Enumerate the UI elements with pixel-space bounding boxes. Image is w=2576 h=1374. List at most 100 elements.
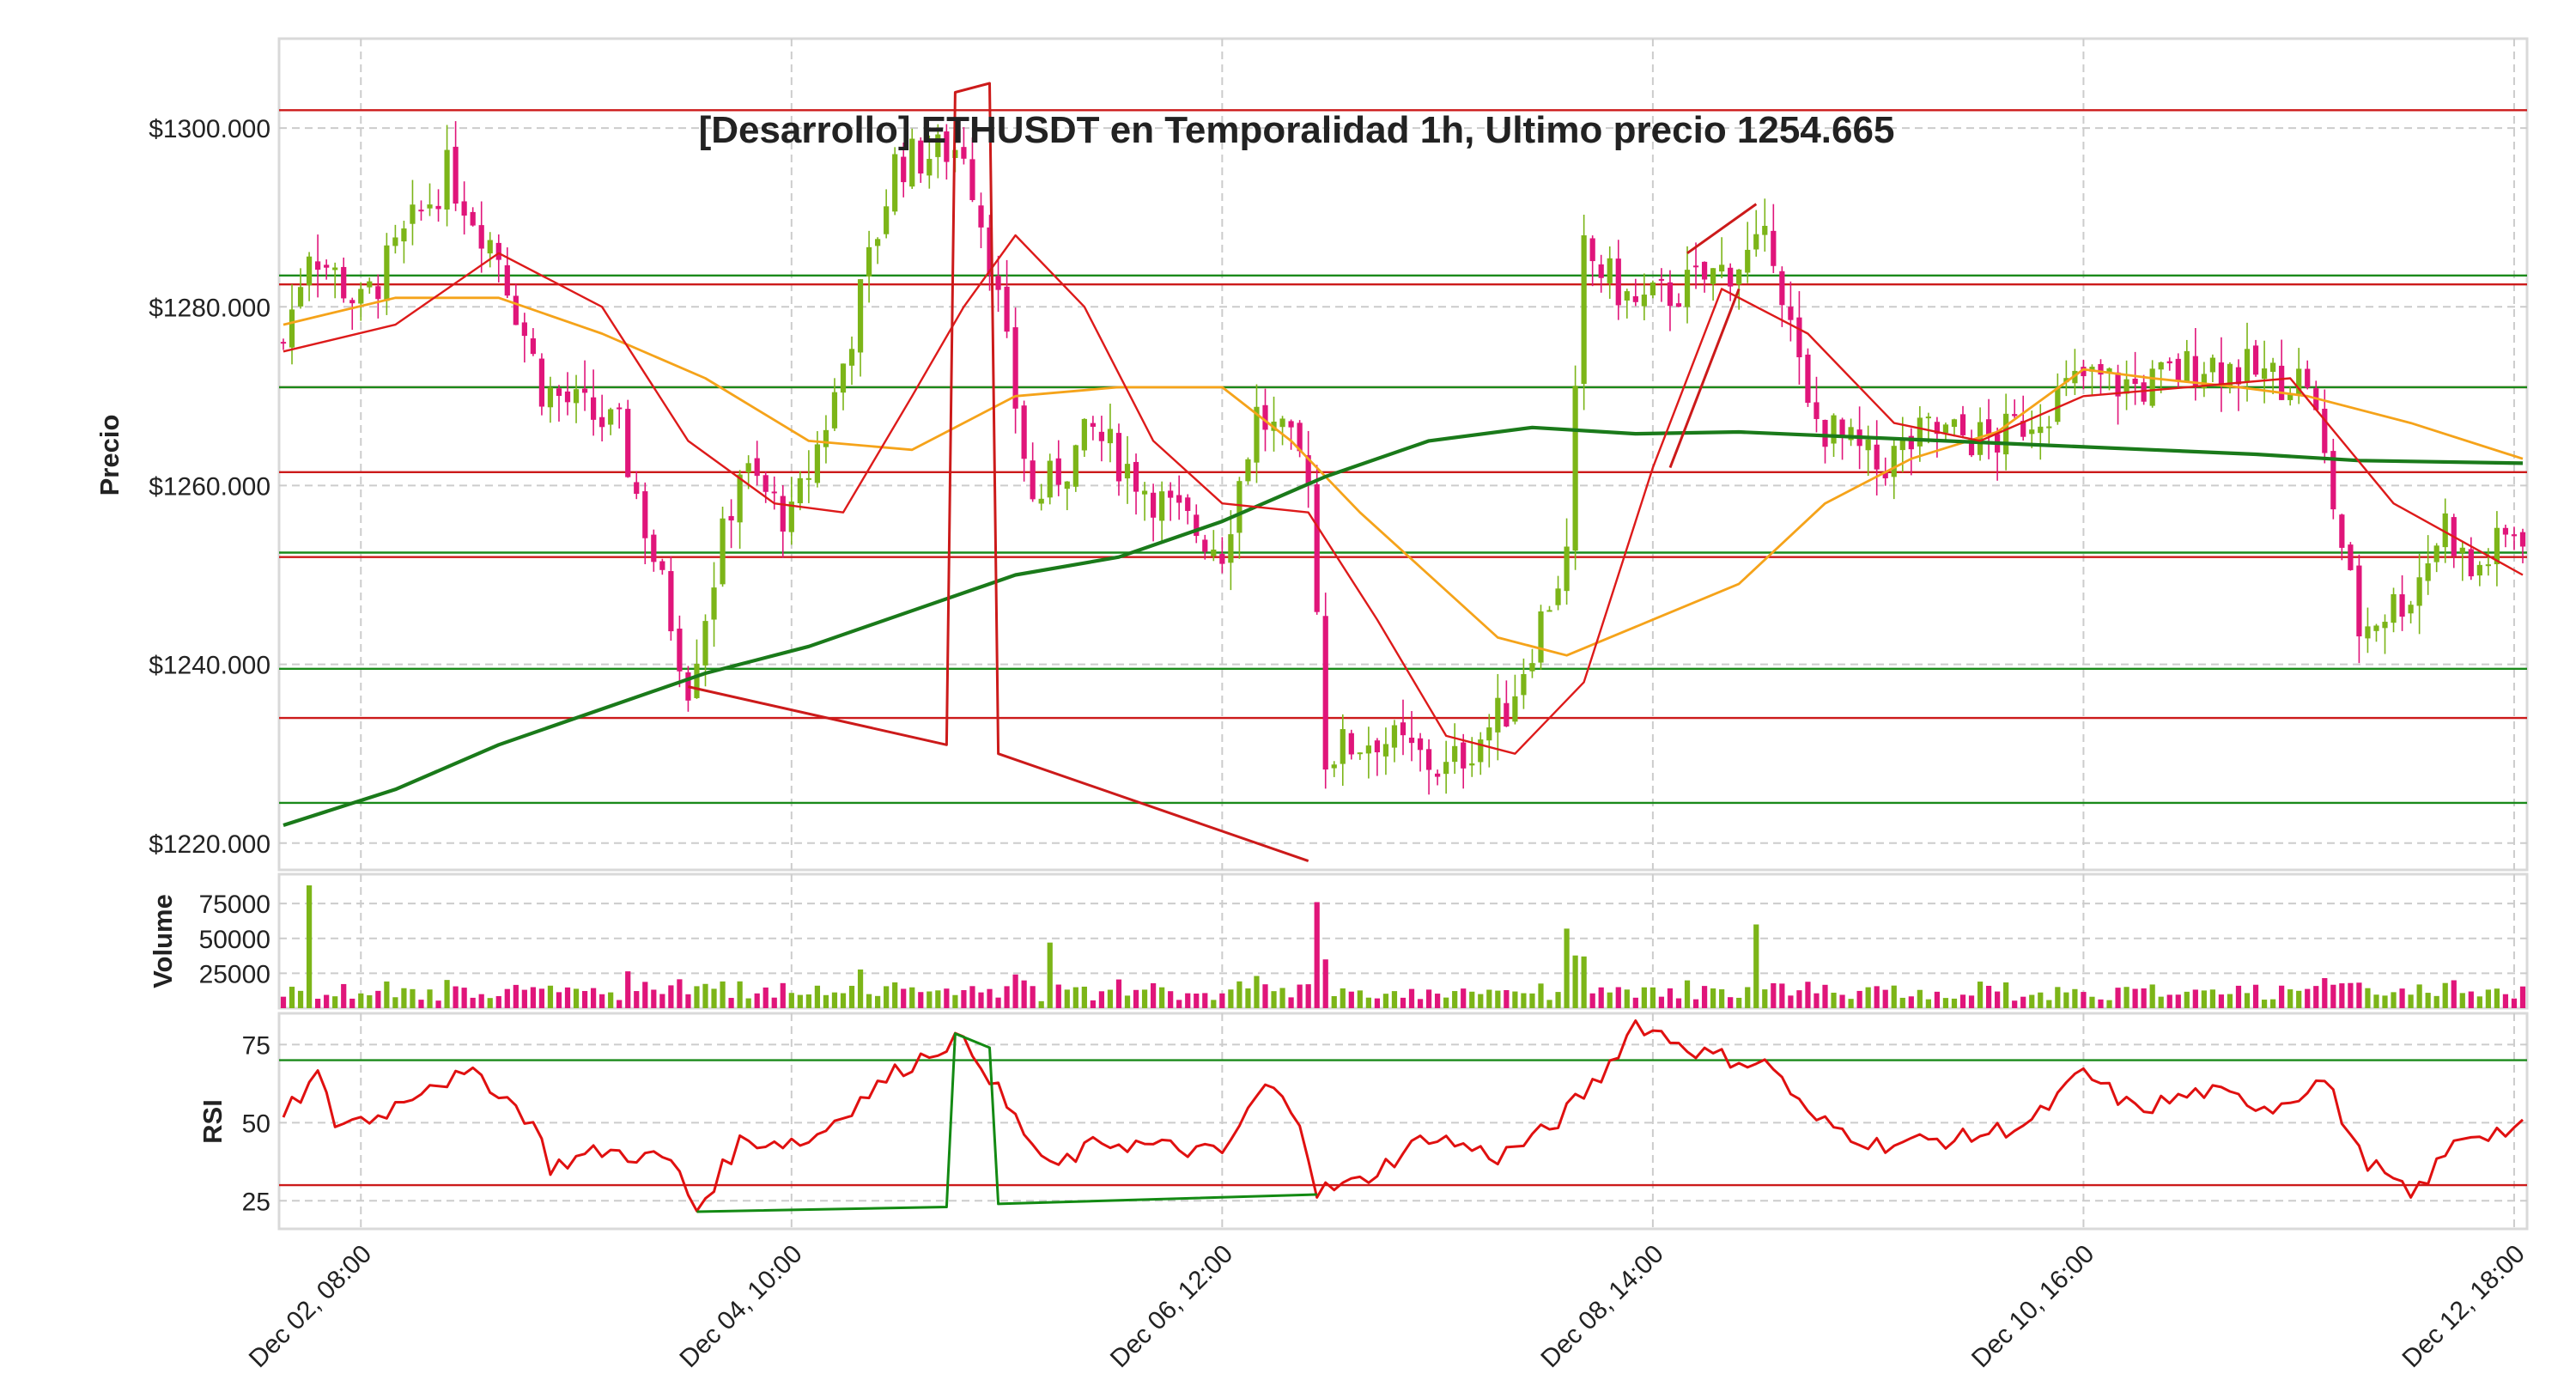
candle-body (1805, 354, 1811, 404)
candle-body (780, 495, 786, 532)
volume-bar (1271, 991, 1277, 1008)
candle-body (1030, 460, 1036, 500)
price-tick-label: $1240.000 (149, 652, 270, 680)
volume-bar (358, 993, 364, 1008)
volume-bar (590, 988, 597, 1008)
candle-body (315, 261, 321, 271)
candle-body (702, 621, 708, 666)
candle-body (668, 571, 674, 632)
volume-bar (392, 997, 398, 1008)
volume-bar (884, 986, 890, 1008)
candle-body (1194, 514, 1200, 537)
candle-body (2038, 426, 2044, 434)
candle-body (1047, 460, 1053, 498)
volume-bar (2416, 984, 2422, 1008)
volume-bar (2252, 984, 2259, 1008)
volume-bar (2287, 989, 2293, 1008)
volume-bar (1581, 956, 1587, 1008)
volume-bar (978, 992, 984, 1008)
candle-body (487, 240, 493, 254)
volume-bar (1417, 999, 1424, 1008)
volume-bar (1512, 991, 1518, 1008)
candle-body (1168, 490, 1174, 498)
candle-body (1374, 740, 1381, 753)
candle-body (1228, 534, 1234, 563)
price-tick-label: $1220.000 (149, 830, 270, 859)
volume-bar (659, 994, 665, 1008)
candle-body (478, 225, 484, 249)
volume-bar (1675, 998, 1682, 1008)
x-tick-label: Dec 08, 14:00 (1535, 1240, 1668, 1373)
volume-bar (2373, 994, 2379, 1008)
volume-bar (848, 985, 855, 1008)
volume-bar (2269, 999, 2276, 1008)
volume-bar (1115, 979, 1122, 1008)
candle-body (2502, 527, 2509, 535)
volume-bar (762, 987, 769, 1008)
candle-body (2132, 378, 2138, 385)
volume-bar (2468, 991, 2474, 1008)
volume-bar (384, 981, 390, 1008)
candle-body (1882, 471, 1888, 478)
candle-body (427, 204, 433, 209)
volume-bar (685, 994, 691, 1008)
volume-bar (1236, 981, 1242, 1008)
candle-body (1908, 435, 1914, 450)
volume-bar (1925, 999, 1931, 1008)
volume-bar (1021, 980, 1027, 1008)
candle-body (1796, 317, 1802, 357)
trend-line (1686, 203, 1758, 255)
volume-bar (444, 980, 450, 1008)
candle-body (1615, 258, 1621, 306)
volume-bar (720, 981, 726, 1008)
volume-bar (1985, 985, 1992, 1008)
candle-body (1348, 733, 1354, 755)
candle-body (1245, 459, 1251, 482)
candle-body (892, 154, 898, 212)
candle-body (384, 245, 390, 301)
candle-body (1331, 764, 1337, 769)
candle-body (617, 407, 623, 410)
candle-body (1012, 327, 1018, 409)
candle-body (805, 477, 811, 480)
candle-body (418, 210, 424, 212)
volume-bar (1194, 994, 1200, 1008)
volume-bar (1443, 997, 1449, 1008)
volume-bar (1124, 995, 1131, 1008)
volume-bar (995, 997, 1001, 1008)
volume-bar (1314, 902, 1320, 1008)
volume-bar (909, 987, 915, 1008)
volume-bar (1461, 988, 1467, 1008)
candle-body (1202, 539, 1208, 552)
candle-body (1788, 307, 1794, 320)
candle-body (1469, 763, 1475, 766)
candle-body (2416, 577, 2422, 606)
candle-body (694, 663, 700, 698)
candle-body (2235, 367, 2242, 385)
volume-bar (1245, 988, 1251, 1008)
candle-body (1115, 433, 1122, 482)
volume-bar (1822, 984, 1828, 1008)
candle-body (1219, 554, 1225, 564)
volume-bar (1692, 999, 1699, 1008)
candle-body (2046, 426, 2052, 429)
candle-body (831, 392, 838, 429)
volume-bar (1305, 984, 1311, 1008)
candle-body (1262, 404, 1268, 430)
volume-bar (2330, 984, 2336, 1008)
candle-body (1951, 419, 1958, 428)
volume-bar (1831, 992, 1837, 1008)
volume-bar (2399, 988, 2405, 1008)
volume-bar (2218, 994, 2225, 1008)
volume-bar (745, 998, 751, 1008)
candle-body (470, 211, 476, 226)
candle-body (1779, 271, 1785, 306)
volume-bar (1649, 987, 1656, 1008)
candle-body (2201, 374, 2207, 389)
volume-bar (1030, 986, 1036, 1008)
volume-bar (1133, 989, 1139, 1008)
volume-bar (2442, 982, 2448, 1008)
candle-body (1762, 225, 1768, 235)
candle-body (1745, 249, 1751, 273)
